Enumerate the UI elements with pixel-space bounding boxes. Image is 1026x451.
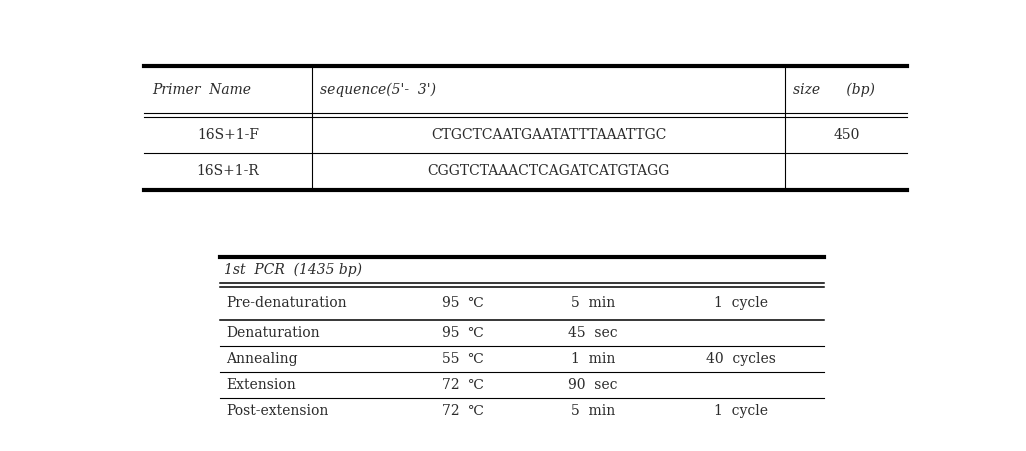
- Text: Pre-denaturation: Pre-denaturation: [226, 296, 347, 310]
- Text: Denaturation: Denaturation: [226, 326, 320, 340]
- Text: 1  cycle: 1 cycle: [714, 296, 767, 310]
- Text: 90  sec: 90 sec: [568, 378, 618, 392]
- Text: Post-extension: Post-extension: [226, 404, 328, 418]
- Text: sequence(5'-  3'): sequence(5'- 3'): [320, 83, 436, 97]
- Text: CGGTCTAAACTCAGATCATGTAGG: CGGTCTAAACTCAGATCATGTAGG: [428, 164, 670, 178]
- Text: 72  ℃: 72 ℃: [442, 404, 484, 418]
- Text: 95  ℃: 95 ℃: [442, 326, 484, 340]
- Text: 95  ℃: 95 ℃: [442, 296, 484, 310]
- Text: Primer  Name: Primer Name: [152, 83, 251, 97]
- Text: 16S+1-F: 16S+1-F: [197, 128, 260, 142]
- Text: 55  ℃: 55 ℃: [442, 352, 484, 366]
- Text: Annealing: Annealing: [226, 352, 298, 366]
- Text: 5  min: 5 min: [570, 404, 615, 418]
- Text: 45  sec: 45 sec: [568, 326, 618, 340]
- Text: 72  ℃: 72 ℃: [442, 378, 484, 392]
- Text: size      (bp): size (bp): [793, 83, 875, 97]
- Text: 450: 450: [833, 128, 860, 142]
- Text: Extension: Extension: [226, 378, 295, 392]
- Text: 40  cycles: 40 cycles: [706, 352, 776, 366]
- Text: 1  min: 1 min: [570, 352, 615, 366]
- Text: 16S+1-R: 16S+1-R: [197, 164, 260, 178]
- Text: 1st  PCR  (1435 bp): 1st PCR (1435 bp): [224, 263, 362, 277]
- Text: 1  cycle: 1 cycle: [714, 404, 767, 418]
- Text: 5  min: 5 min: [570, 296, 615, 310]
- Text: CTGCTCAATGAATATTTAAATTGC: CTGCTCAATGAATATTTAAATTGC: [431, 128, 667, 142]
